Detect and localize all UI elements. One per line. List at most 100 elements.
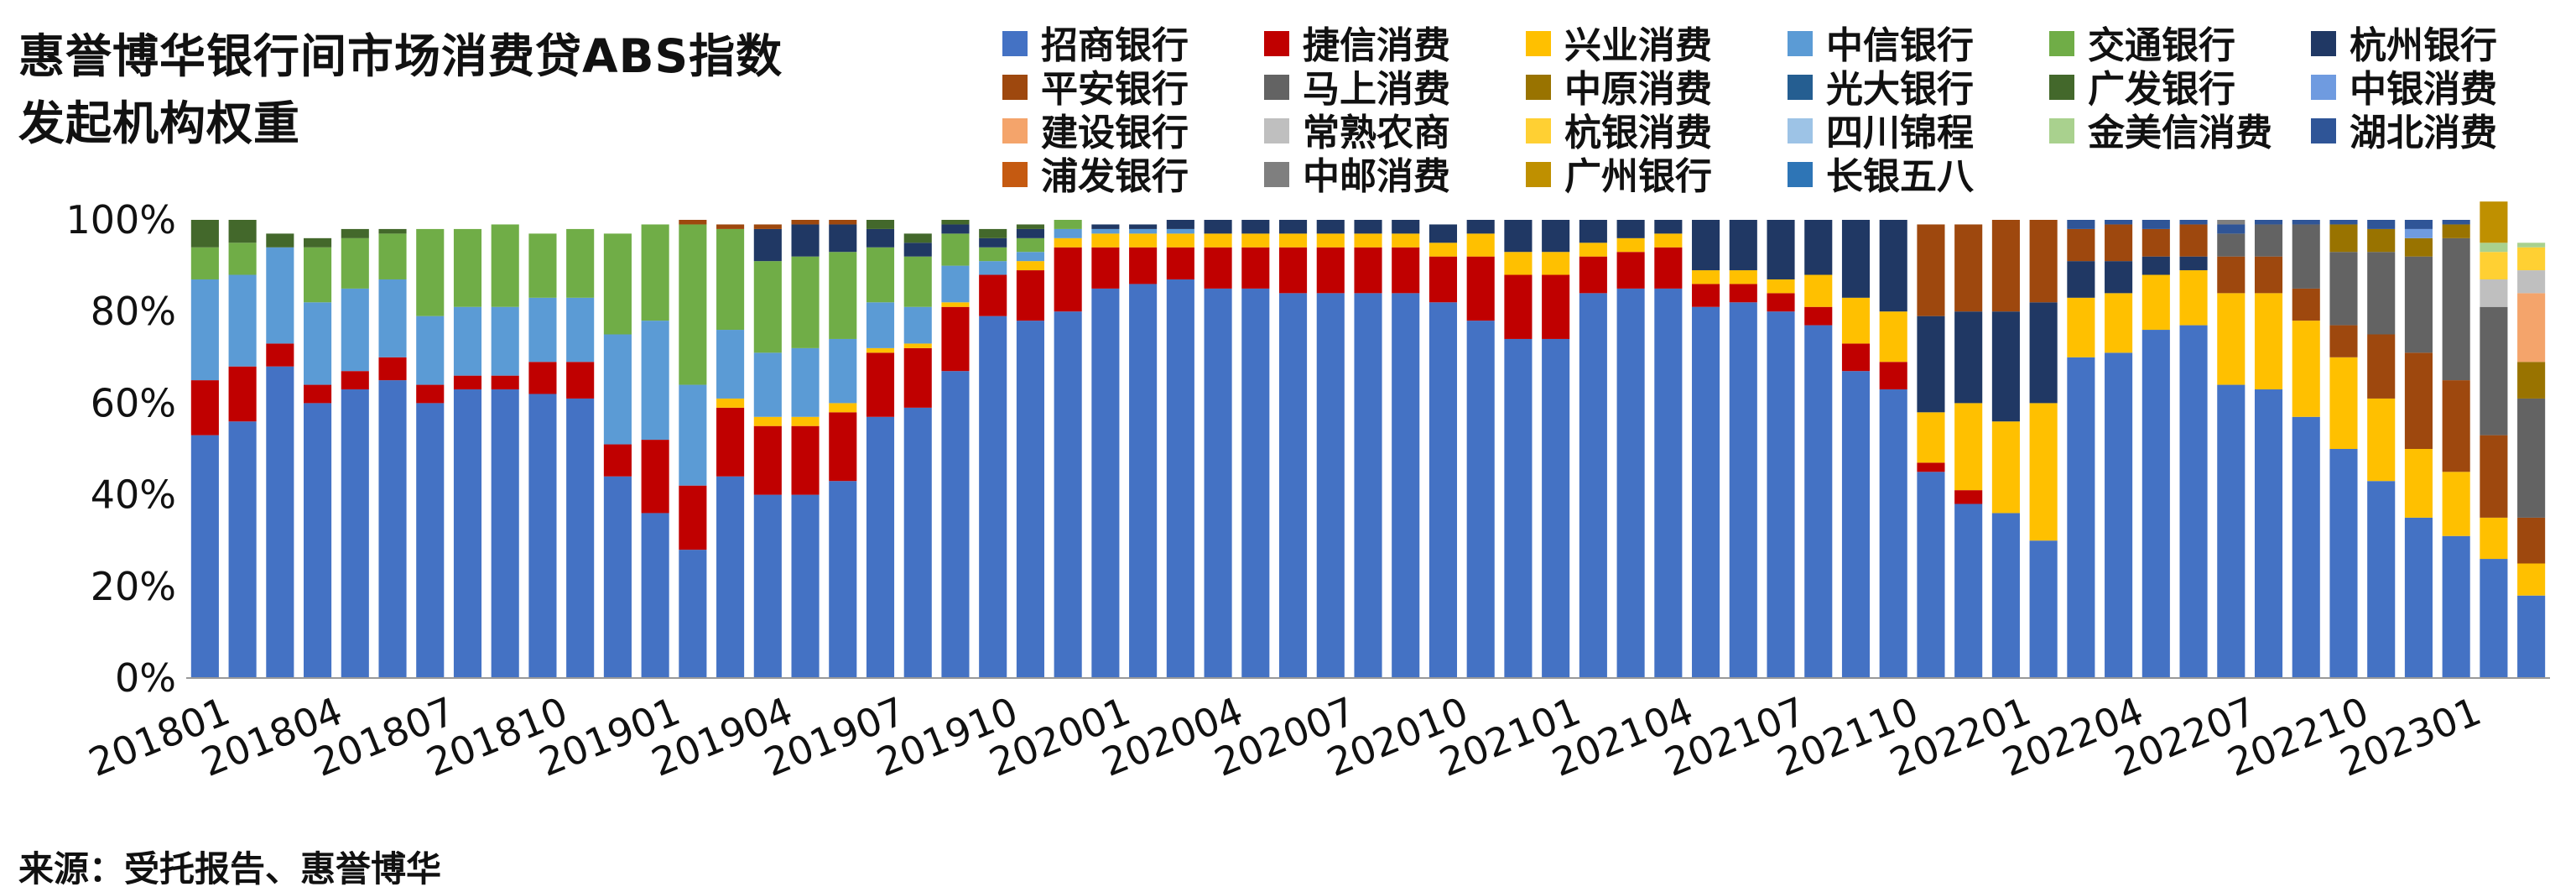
bar-segment — [1616, 220, 1645, 238]
bar-segment — [228, 220, 257, 243]
bar-segment — [416, 228, 445, 316]
bar-segment — [304, 403, 332, 678]
bar-segment — [2179, 224, 2208, 257]
bar-segment — [416, 316, 445, 385]
bar-segment — [566, 297, 595, 363]
bar-segment — [979, 274, 1007, 316]
bar-segment — [2517, 517, 2546, 564]
bar-segment — [2141, 330, 2170, 678]
bar-segment — [829, 224, 857, 253]
stacked-bar-chart: 0%20%40%60%80%100%2018012018042018072018… — [65, 197, 2550, 785]
bar-segment — [1016, 228, 1044, 238]
bar-segment — [1054, 220, 1082, 229]
bar-segment — [1241, 288, 1270, 678]
bar-segment — [941, 220, 970, 225]
bar-segment — [1767, 311, 1795, 678]
bar-segment — [378, 357, 407, 381]
bar-segment — [1954, 311, 1983, 404]
bar-segment — [2292, 220, 2320, 225]
bar-segment — [2292, 321, 2320, 417]
bar-segment — [2517, 293, 2546, 363]
legend-label: 广州银行 — [1564, 155, 1712, 198]
bar-segment — [679, 224, 707, 385]
bar-segment — [228, 366, 257, 422]
bar-segment — [791, 425, 820, 495]
bar-segment — [2442, 380, 2470, 472]
legend-swatch — [2311, 118, 2336, 143]
bar-segment — [1954, 503, 1983, 678]
bar-segment — [1879, 362, 1907, 390]
bar-segment — [1091, 224, 1120, 229]
bar-segment — [2480, 306, 2508, 436]
legend-swatch — [1002, 31, 1028, 56]
bar-segment — [2179, 220, 2208, 225]
bar-segment — [1091, 288, 1120, 678]
bar-segment — [753, 352, 782, 417]
bar-segment — [2480, 435, 2508, 518]
bar-segment — [941, 302, 970, 307]
bar-segment — [1804, 274, 1833, 307]
bar-segment — [2367, 228, 2396, 253]
legend-swatch — [1002, 162, 1028, 187]
chart-title: 惠誉博华银行间市场消费贷ABS指数 — [18, 29, 783, 83]
bar-segment — [190, 380, 219, 436]
bar-segment — [1504, 338, 1533, 678]
bar-segment — [266, 233, 294, 248]
bar-segment — [1054, 237, 1082, 248]
legend-swatch — [1788, 118, 1813, 143]
legend-item: 杭州银行 — [2311, 15, 2497, 69]
bar-segment — [1991, 311, 2020, 422]
source-note: 来源：受托报告、惠誉博华 — [18, 848, 442, 889]
bar-segment — [1542, 252, 1570, 275]
bar-segment — [903, 343, 932, 348]
bar-segment — [1542, 220, 1570, 253]
bar-segment — [1542, 338, 1570, 678]
bar-segment — [1767, 293, 1795, 312]
legend-item: 建设银行 — [1002, 102, 1189, 156]
bar-segment — [1954, 403, 1983, 491]
bar-segment — [2480, 252, 2508, 279]
bar-segment — [1129, 224, 1158, 229]
bar-segment — [1729, 302, 1757, 678]
legend-item: 金美信消费 — [2049, 102, 2272, 156]
legend-label: 杭州银行 — [2350, 24, 2497, 67]
bar-segment — [453, 389, 482, 678]
bar-segment — [866, 347, 895, 353]
bar-segment — [2029, 403, 2058, 541]
bar-segment — [641, 513, 669, 678]
bar-segment — [341, 389, 369, 678]
bar-segment — [1241, 233, 1270, 248]
bar-segment — [641, 440, 669, 514]
bar-segment — [829, 412, 857, 482]
bar-segment — [1954, 490, 1983, 504]
bar-segment — [2141, 228, 2170, 257]
y-tick-label: 20% — [91, 564, 176, 609]
bar-segment — [2292, 224, 2320, 289]
bar-segment — [2067, 220, 2095, 229]
bar-segment — [1091, 228, 1120, 234]
legend-label: 浦发银行 — [1041, 155, 1189, 198]
legend-swatch — [1264, 162, 1289, 187]
legend-label: 中信银行 — [1826, 24, 1974, 67]
legend-item: 中信银行 — [1788, 15, 1974, 69]
bar-segment — [2480, 201, 2508, 243]
bar-segment — [866, 302, 895, 348]
bar-segment — [1542, 274, 1570, 339]
bar-segment — [753, 228, 782, 262]
bar-segment — [2442, 472, 2470, 536]
legend-swatch — [1264, 118, 1289, 143]
bar-segment — [2480, 279, 2508, 307]
bar-segment — [2217, 233, 2246, 257]
bar-segment — [1129, 233, 1158, 248]
legend-swatch — [1526, 118, 1551, 143]
bar-segment — [1354, 233, 1382, 248]
legend-item: 平安银行 — [1002, 59, 1189, 112]
bar-segment — [1466, 233, 1495, 257]
bar-segment — [1504, 220, 1533, 253]
bar-segment — [791, 224, 820, 257]
y-tick-label: 0% — [115, 655, 176, 701]
bar-segment — [1429, 224, 1458, 243]
bar-segment — [679, 220, 707, 225]
bar-segment — [1917, 472, 1945, 678]
chart-subtitle: 发起机构权重 — [18, 97, 301, 150]
